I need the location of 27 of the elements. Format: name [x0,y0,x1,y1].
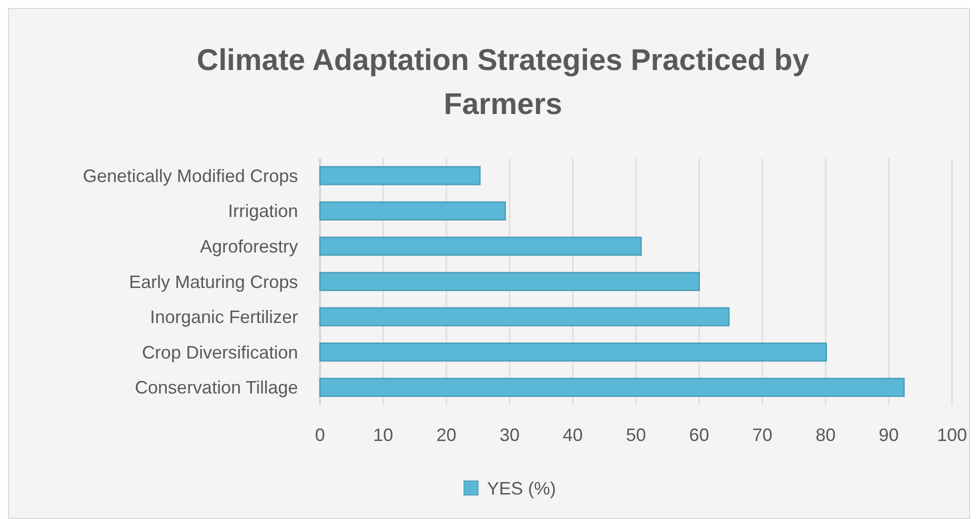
x-tick-label: 100 [936,425,968,445]
legend-label: YES (%) [487,478,556,498]
bar [319,272,700,292]
x-tick-label: 60 [689,425,710,445]
y-tick-label: Conservation Tillage [134,378,298,398]
y-tick-label: Inorganic Fertilizer [150,307,298,328]
y-tick-label: Genetically Modified Crops [82,166,298,186]
bar [319,342,827,362]
x-tick-label: 80 [816,425,836,445]
x-tick-label: 0 [314,425,326,445]
chart-title: Climate Adaptation Strategies Practiced by Farmers [196,44,810,121]
x-tick-label: 70 [752,425,772,445]
x-tick-label: 40 [562,425,583,445]
bar [319,236,642,256]
bar [319,166,481,186]
x-tick-label: 90 [878,425,899,445]
bar [319,378,905,397]
y-tick-label: Crop Diversification [142,342,298,362]
x-tick-label: 50 [626,425,646,445]
y-tick-label: Agroforestry [200,236,298,257]
bar [319,201,506,220]
x-tick-label: 10 [373,425,394,445]
x-tick-label: 20 [436,425,456,445]
y-tick-label: Early Maturing Crops [128,272,298,292]
y-tick-label: Irrigation [228,201,298,222]
x-tick-label: 30 [500,425,520,445]
bar [319,307,730,326]
